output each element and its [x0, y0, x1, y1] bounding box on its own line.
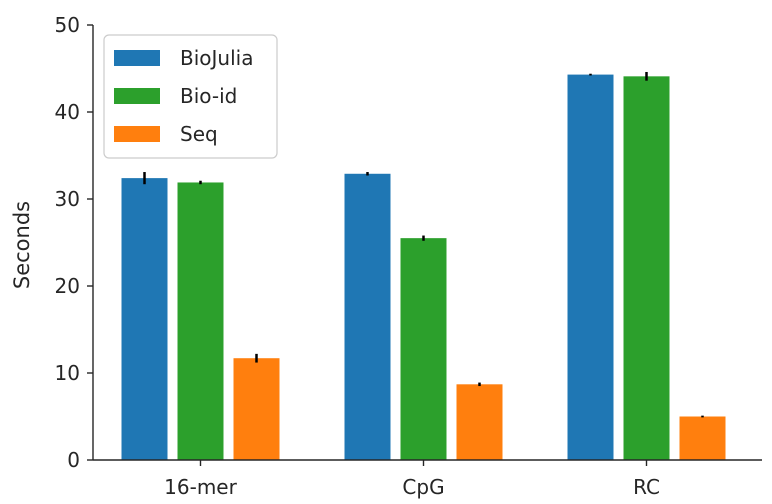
legend: BioJulia Bio-id Seq: [103, 34, 278, 159]
bars: [121, 71, 726, 460]
y-tick-label: 0: [67, 448, 80, 472]
bar-bio-id: [177, 182, 224, 460]
bar-biojulia: [121, 178, 168, 460]
legend-swatch: [114, 50, 160, 66]
y-tick-label: 20: [55, 274, 80, 298]
bar-bio-id: [623, 76, 670, 460]
bar-seq: [233, 358, 280, 460]
bar-biojulia: [567, 74, 614, 460]
y-tick-label: 10: [55, 361, 80, 385]
legend-swatch: [114, 126, 160, 142]
x-axis: 16-mer CpG RC: [164, 460, 660, 499]
y-tick-label: 40: [55, 100, 80, 124]
x-tick-label: 16-mer: [164, 475, 237, 499]
legend-label: Bio-id: [180, 84, 237, 108]
y-tick-label: 50: [55, 13, 80, 37]
bar-bio-id: [400, 238, 447, 460]
y-axis-label: Seconds: [10, 201, 34, 289]
legend-label: Seq: [180, 122, 218, 146]
y-tick-label: 30: [55, 187, 80, 211]
legend-label: BioJulia: [180, 46, 253, 70]
y-axis: 0 10 20 30 40 50: [55, 13, 93, 472]
bar-seq: [679, 416, 726, 460]
legend-swatch: [114, 88, 160, 104]
x-tick-label: RC: [633, 475, 660, 499]
bar-biojulia: [344, 173, 391, 460]
bar-seq: [456, 384, 503, 460]
x-tick-label: CpG: [402, 475, 444, 499]
